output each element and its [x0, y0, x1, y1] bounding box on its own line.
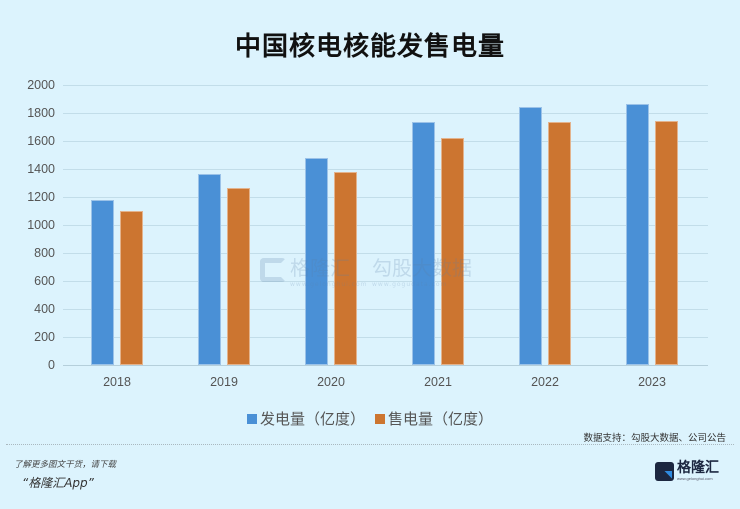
gridline	[63, 113, 708, 114]
bar-sales-2020	[334, 172, 357, 365]
y-tick-label: 1000	[27, 218, 55, 232]
bar-generation-2019	[198, 174, 221, 365]
x-axis-line	[63, 365, 708, 366]
gridline	[63, 169, 708, 170]
legend-swatch-orange-icon	[375, 413, 385, 424]
promo-app-name: “格隆汇App”	[22, 476, 94, 490]
watermark-gelonghui: 格隆汇 www.gelonghui.com	[260, 252, 368, 288]
gridline	[63, 225, 708, 226]
chart-legend: 发电量（亿度） 售电量（亿度）	[0, 408, 740, 429]
y-tick-label: 1800	[27, 106, 55, 120]
bar-generation-2022	[519, 107, 542, 365]
watermark-gogudata: 勾股大数据 www.gogudata.com	[372, 256, 472, 288]
gridline	[63, 141, 708, 142]
gridline	[63, 85, 708, 86]
bar-sales-2018	[120, 211, 143, 365]
bar-sales-2021	[441, 138, 464, 365]
x-tick-label: 2022	[531, 375, 559, 389]
gridline	[63, 337, 708, 338]
gelonghui-logo-icon	[655, 461, 674, 481]
y-tick-label: 1200	[27, 190, 55, 204]
promo-text: 了解更多图文干货，请下载	[14, 460, 117, 470]
legend-item-sales: 售电量（亿度）	[375, 408, 493, 429]
bar-sales-2022	[548, 122, 571, 365]
y-tick-label: 200	[34, 330, 55, 344]
gridline	[63, 253, 708, 254]
y-tick-label: 400	[34, 302, 55, 316]
y-tick-label: 1400	[27, 162, 55, 176]
legend-swatch-blue-icon	[246, 413, 257, 424]
bar-generation-2023	[626, 104, 649, 365]
x-tick-label: 2019	[210, 375, 238, 389]
y-tick-label: 1600	[27, 134, 55, 148]
bar-sales-2023	[655, 121, 678, 365]
x-tick-label: 2020	[317, 375, 345, 389]
brand-logo: 格隆汇 www.gelonghui.com	[655, 461, 719, 481]
gridline	[63, 309, 708, 310]
gridline	[63, 281, 708, 282]
bar-sales-2019	[227, 188, 250, 365]
x-tick-label: 2023	[638, 375, 666, 389]
bar-generation-2020	[305, 158, 328, 365]
footer-divider	[6, 444, 734, 445]
y-tick-label: 2000	[27, 78, 55, 92]
bar-generation-2021	[412, 122, 435, 365]
y-tick-label: 600	[34, 274, 55, 288]
chart-title: 中国核电核能发售电量	[234, 32, 505, 62]
gelonghui-logo-icon	[260, 258, 286, 282]
bar-chart: 0 200 400 600 800 1000 1200 1400 1600 1800 2000 201…	[27, 78, 708, 389]
legend-item-generation: 发电量（亿度）	[246, 408, 365, 429]
y-tick-label: 0	[48, 358, 55, 372]
gridline	[63, 197, 708, 198]
bar-generation-2018	[91, 200, 114, 365]
data-source-note: 数据支持：勾股大数据、公司公告	[583, 433, 726, 444]
x-tick-label: 2021	[424, 375, 452, 389]
x-tick-label: 2018	[103, 375, 131, 389]
y-tick-label: 800	[34, 246, 55, 260]
